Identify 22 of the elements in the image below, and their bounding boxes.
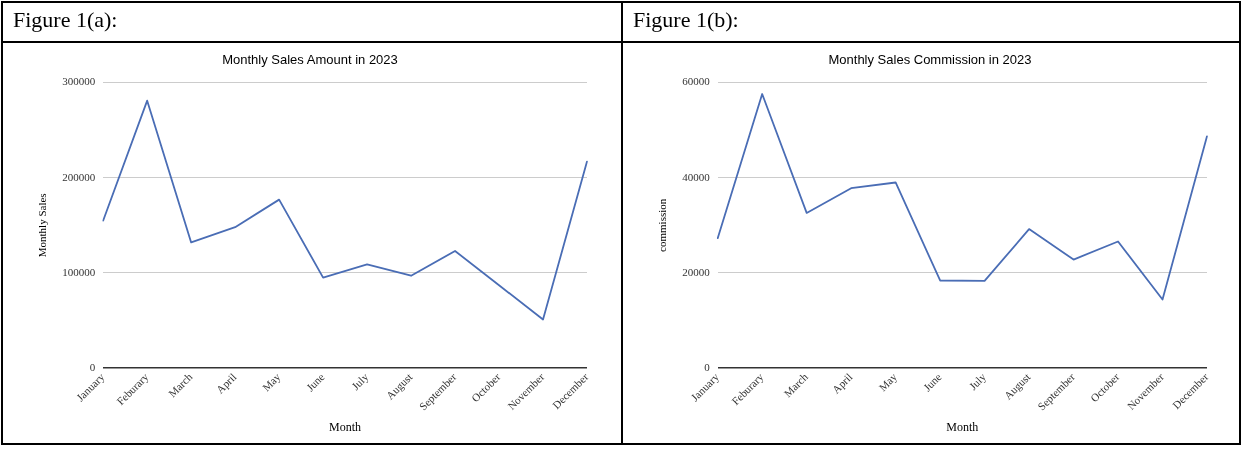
chart-title: Monthly Sales Amount in 2023	[222, 52, 398, 68]
x-tick-label: July	[349, 370, 371, 393]
y-tick-label: 100000	[62, 265, 96, 278]
x-tick-label: July	[966, 370, 989, 393]
y-axis-title: commission	[656, 198, 669, 252]
y-tick-label: 20000	[682, 265, 711, 278]
y-tick-label: 60000	[682, 75, 711, 88]
caption: Figure 1(b):	[623, 3, 1239, 43]
y-tick-label: 200000	[62, 170, 96, 183]
y-tick-label: 0	[89, 360, 96, 373]
chart-title: Monthly Sales Commission in 2023	[828, 52, 1032, 68]
x-axis-title: Month	[946, 419, 979, 434]
x-axis-title: Month	[329, 419, 362, 434]
x-tick-label: June	[920, 370, 944, 394]
y-tick-label: 40000	[682, 170, 711, 183]
caption: Figure 1(a):	[3, 3, 621, 43]
x-tick-label: May	[876, 370, 900, 394]
y-tick-label: 0	[704, 360, 711, 373]
x-tick-label: June	[303, 370, 327, 394]
x-tick-label: May	[259, 370, 283, 394]
y-tick-label: 300000	[62, 75, 96, 88]
y-axis-title: Monthly Sales	[36, 193, 49, 258]
